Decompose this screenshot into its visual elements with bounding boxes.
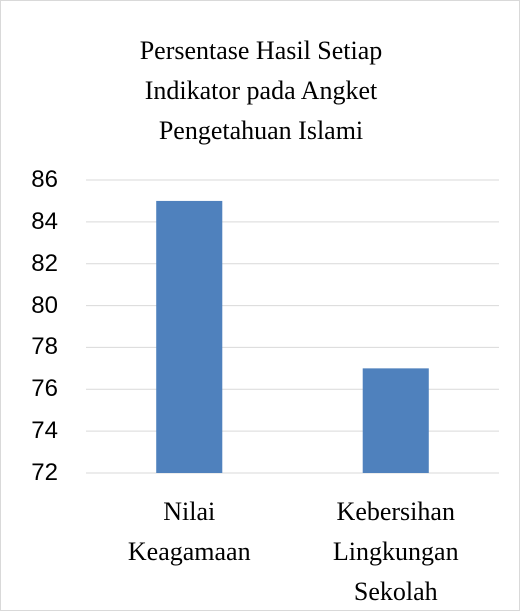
y-tick-label: 74 [31, 417, 58, 445]
y-tick-label: 72 [31, 459, 58, 486]
y-tick-label: 80 [31, 291, 58, 319]
x-tick-label: Nilai Keagamaan [127, 497, 251, 566]
y-tick-label: 86 [31, 166, 58, 193]
y-tick-label: 76 [31, 375, 58, 403]
chart-title: Persentase Hasil Setiap Indikator pada A… [139, 36, 383, 145]
y-tick-label: 84 [31, 207, 58, 235]
bar [156, 200, 223, 473]
y-tick-label: 78 [31, 333, 58, 361]
x-tick-label: Kebersihan Lingkungan Sekolah [332, 497, 459, 606]
y-tick-label: 82 [31, 249, 58, 277]
bar [362, 368, 429, 473]
